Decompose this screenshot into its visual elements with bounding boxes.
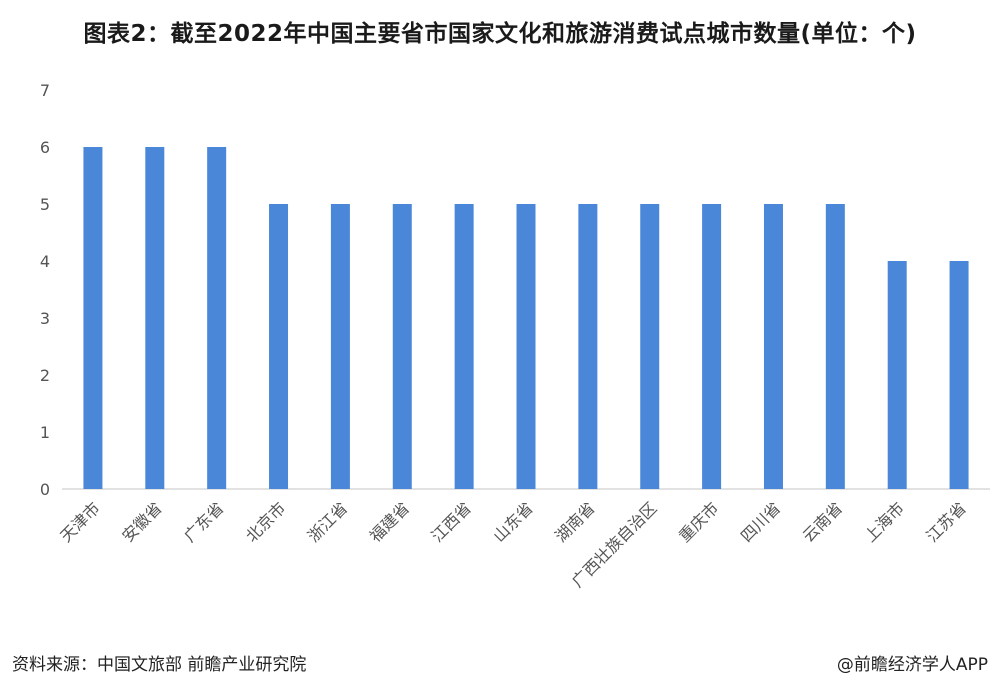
source-note: 资料来源：中国文旅部 前瞻产业研究院 (12, 655, 307, 675)
bar (702, 204, 722, 489)
x-tick-label: 广东省 (180, 498, 227, 545)
x-tick-label: 福建省 (366, 498, 413, 545)
bars (83, 147, 969, 489)
x-tick-label: 山东省 (489, 498, 536, 545)
y-tick-label: 5 (40, 195, 50, 214)
bar (825, 204, 845, 489)
bar (207, 147, 227, 489)
x-tick-label: 北京市 (242, 498, 289, 545)
y-tick-label: 4 (40, 252, 50, 271)
bar (83, 147, 103, 489)
bar (640, 204, 660, 489)
bar (887, 261, 907, 489)
x-tick-label: 四川省 (737, 498, 784, 545)
x-tick-label: 云南省 (799, 498, 846, 545)
x-tick-label: 天津市 (56, 498, 103, 545)
bar (516, 204, 536, 489)
credit-note: @前瞻经济学人APP (836, 655, 988, 675)
bar (949, 261, 969, 489)
x-tick-label: 江西省 (428, 498, 475, 545)
y-axis: 0 1 2 3 4 5 6 7 (40, 81, 50, 499)
x-tick-label: 上海市 (861, 498, 908, 545)
x-tick-label: 安徽省 (118, 498, 165, 545)
bar (145, 147, 165, 489)
x-tick-label: 湖南省 (551, 498, 598, 545)
bar (454, 204, 474, 489)
y-tick-label: 7 (40, 81, 50, 100)
bar (763, 204, 783, 489)
x-tick-label: 重庆市 (675, 498, 722, 545)
x-tick-label: 浙江省 (304, 498, 351, 545)
chart-title: 图表2：截至2022年中国主要省市国家文化和旅游消费试点城市数量(单位：个) (83, 21, 917, 47)
y-tick-label: 2 (40, 366, 50, 385)
y-tick-label: 1 (40, 423, 50, 442)
y-tick-label: 0 (40, 480, 50, 499)
bar (392, 204, 412, 489)
x-tick-label: 江苏省 (923, 498, 970, 545)
bar (330, 204, 350, 489)
y-tick-label: 3 (40, 309, 50, 328)
bar (269, 204, 289, 489)
y-tick-label: 6 (40, 138, 50, 157)
bar (578, 204, 598, 489)
